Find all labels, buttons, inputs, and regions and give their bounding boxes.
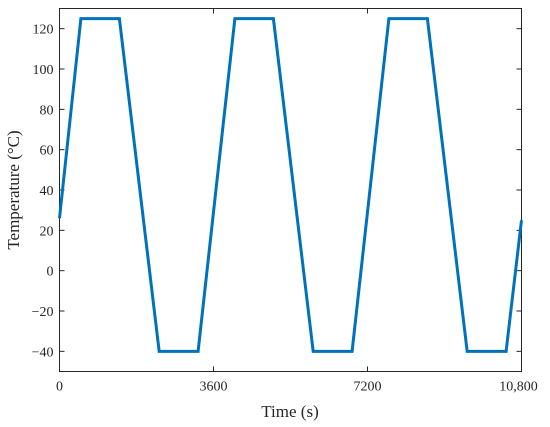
y-tick-label: 0 bbox=[47, 265, 54, 280]
x-tick-label: 10,800 bbox=[499, 380, 538, 395]
y-axis-ticks: −40 −20 0 20 40 60 80 100 120 bbox=[32, 23, 522, 360]
x-tick-label: 3600 bbox=[200, 380, 228, 395]
plot-frame bbox=[59, 8, 522, 372]
y-axis-label: Temperature (°C) bbox=[4, 130, 23, 249]
y-tick-label: −40 bbox=[32, 345, 54, 360]
x-tick-label: 7200 bbox=[354, 380, 382, 395]
y-tick-label: 80 bbox=[40, 103, 54, 118]
x-axis-ticks: 0 3600 7200 10,800 bbox=[56, 8, 538, 395]
y-tick-label: −20 bbox=[32, 305, 54, 320]
x-tick-label: 0 bbox=[56, 380, 63, 395]
y-tick-label: 60 bbox=[40, 144, 54, 159]
y-tick-label: 40 bbox=[40, 184, 54, 199]
series-layer bbox=[58, 17, 523, 353]
y-tick-label: 120 bbox=[33, 23, 54, 38]
y-tick-label: 20 bbox=[40, 224, 54, 239]
x-axis-label: Time (s) bbox=[261, 402, 318, 421]
y-tick-label: 100 bbox=[33, 63, 54, 78]
temperature-series-line bbox=[58, 17, 523, 353]
